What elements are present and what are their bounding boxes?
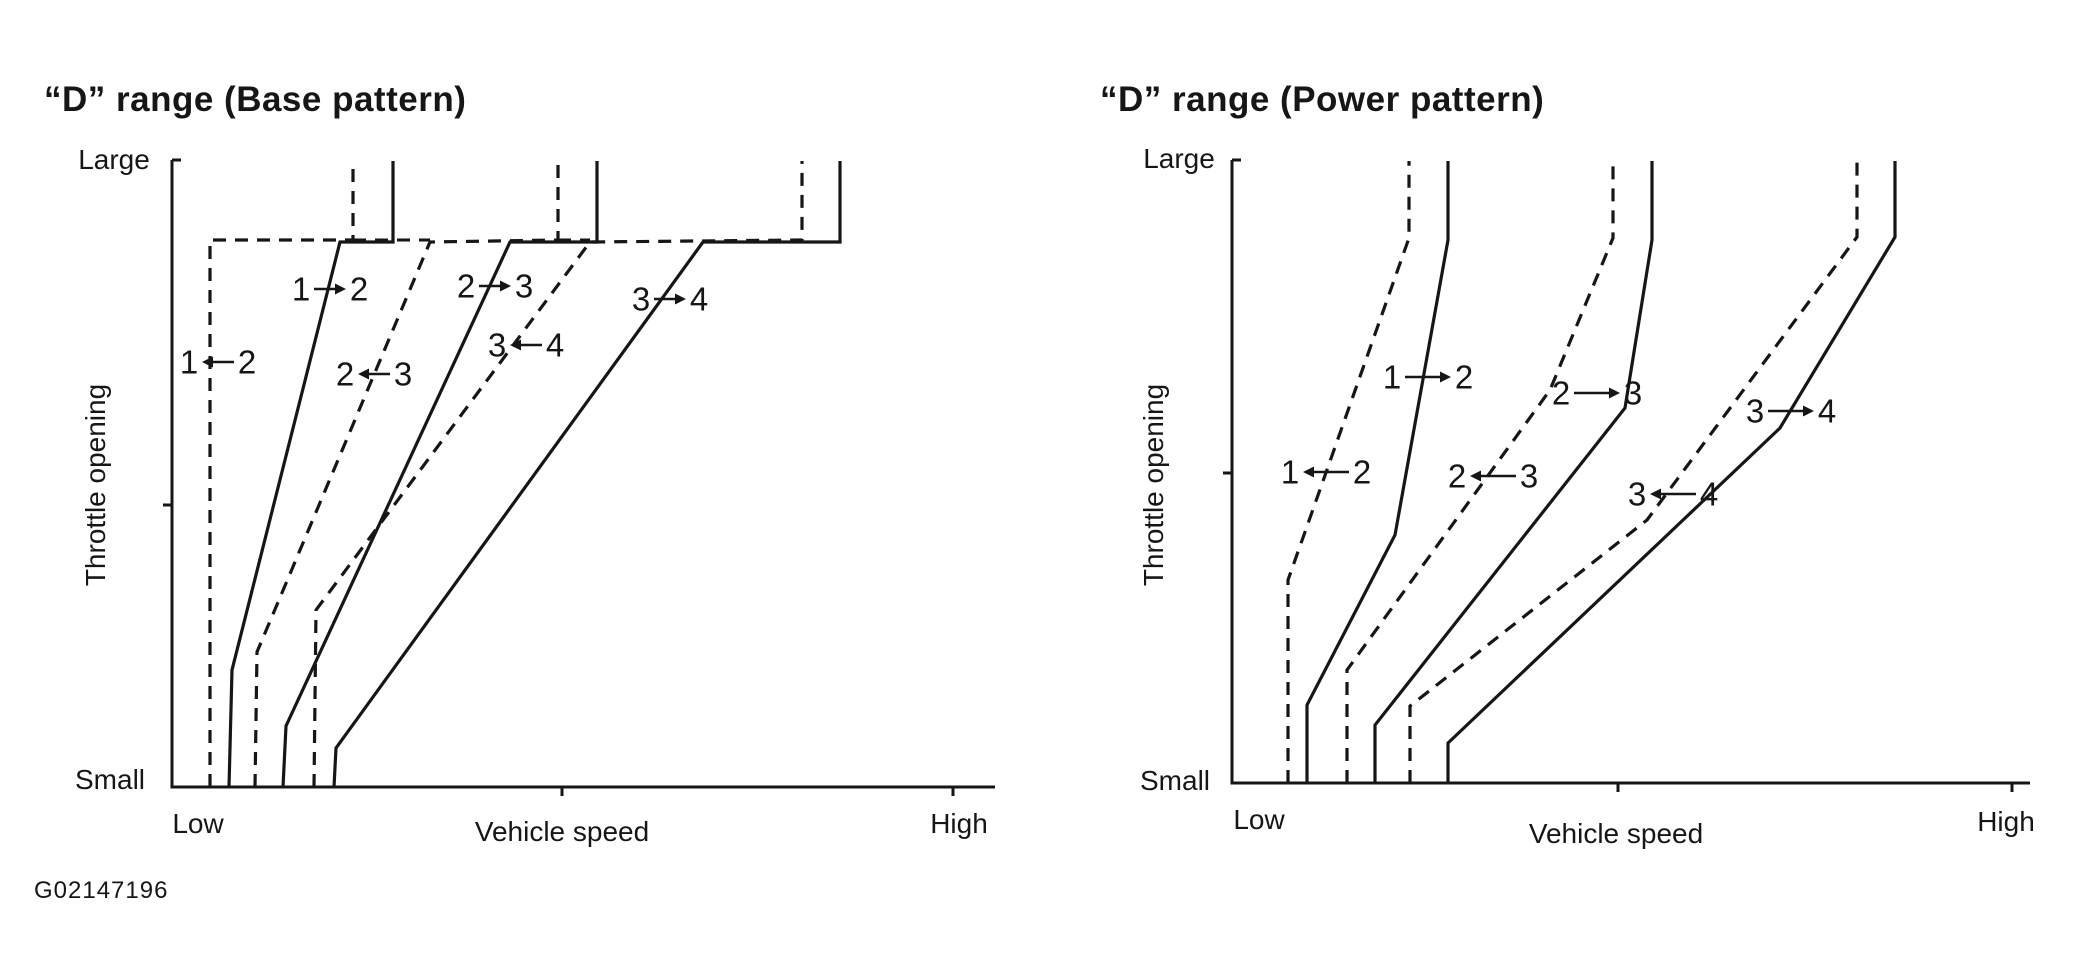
base-downshift-4-to-3 (312, 161, 804, 788)
base-upshift-2-to-3 (281, 161, 599, 788)
gear-number: 1 (1383, 359, 1401, 396)
power-yaxis-min-label: Small (1139, 765, 1211, 796)
shift-arrow-head (1440, 371, 1451, 383)
base-upshift-3-to-4 (332, 161, 842, 788)
shift-arrow-head (202, 356, 213, 368)
power-axes (1230, 160, 2030, 785)
base-yaxis-min-label: Small (74, 764, 146, 795)
gear-number: 2 (1448, 458, 1466, 495)
gear-number: 1 (292, 271, 310, 308)
gear-number: 3 (394, 356, 412, 393)
base-axes (170, 160, 995, 789)
shift-arrow-head (1609, 387, 1620, 399)
base-xaxis-min-label: Low (172, 808, 224, 839)
base-chart: 1 2 2 3 3 41 2 2 33 4 (163, 158, 995, 796)
gear-number: 4 (546, 327, 564, 364)
shift-arrow-head (1650, 488, 1661, 500)
power-xaxis-title: Vehicle speed (1528, 818, 1704, 849)
base-downshift-3-to-2 (253, 161, 560, 788)
base-xaxis-title: Vehicle speed (474, 816, 650, 847)
shift-arrow-head (1803, 405, 1814, 417)
power-yaxis-title: Throttle opening (1138, 383, 1169, 587)
power-upshift-1-to-2 (1305, 161, 1450, 783)
shift-arrow-head (335, 283, 346, 295)
gear-number: 3 (1628, 476, 1646, 513)
power-xaxis-max-label: High (1977, 806, 2035, 837)
gear-number: 2 (1353, 454, 1371, 491)
gear-number: 3 (1624, 375, 1642, 412)
gear-number: 2 (238, 344, 256, 381)
base-upshift-1-to-2 (227, 161, 395, 788)
power-downshift-4-to-3 (1408, 161, 1859, 783)
gear-number: 2 (1455, 359, 1473, 396)
base-downshift-2-to-1 (208, 161, 355, 787)
shift-arrow-head (500, 280, 511, 292)
gear-number: 4 (1700, 476, 1718, 513)
shift-arrow-head (675, 293, 686, 305)
gear-number: 3 (515, 268, 533, 305)
shift-arrow-head (1303, 466, 1314, 478)
gear-number: 2 (1552, 375, 1570, 412)
power-yaxis-max-label: Large (1143, 143, 1215, 174)
shift-arrow-head (1470, 470, 1481, 482)
power-upshift-2-to-3 (1373, 161, 1654, 783)
base-yaxis-title: Throttle opening (80, 383, 111, 587)
power-upshift-3-to-4 (1446, 161, 1897, 783)
base-chart-title: “D” range (Base pattern) (44, 80, 467, 119)
gear-number: 4 (1818, 393, 1836, 430)
gear-number: 3 (1746, 393, 1764, 430)
gear-number: 1 (180, 344, 198, 381)
power-chart-title: “D” range (Power pattern) (1100, 80, 1545, 119)
gear-number: 3 (1520, 458, 1538, 495)
shift-arrow-head (358, 368, 369, 380)
base-yaxis-max-label: Large (78, 144, 150, 175)
figure-id-code: G02147196 (34, 877, 169, 904)
power-xaxis-min-label: Low (1233, 804, 1285, 835)
gear-number: 2 (457, 268, 475, 305)
gear-number: 4 (690, 281, 708, 318)
gear-number: 3 (632, 281, 650, 318)
power-downshift-3-to-2 (1345, 161, 1615, 783)
power-downshift-2-to-1 (1286, 161, 1411, 783)
gear-number: 1 (1281, 454, 1299, 491)
gear-number: 3 (488, 327, 506, 364)
shift-arrow-head (510, 339, 521, 351)
gear-number: 2 (336, 356, 354, 393)
gear-number: 2 (350, 271, 368, 308)
power-chart: 1 2 2 3 3 41 2 2 3 3 4 (1223, 158, 2030, 792)
base-xaxis-max-label: High (930, 808, 988, 839)
